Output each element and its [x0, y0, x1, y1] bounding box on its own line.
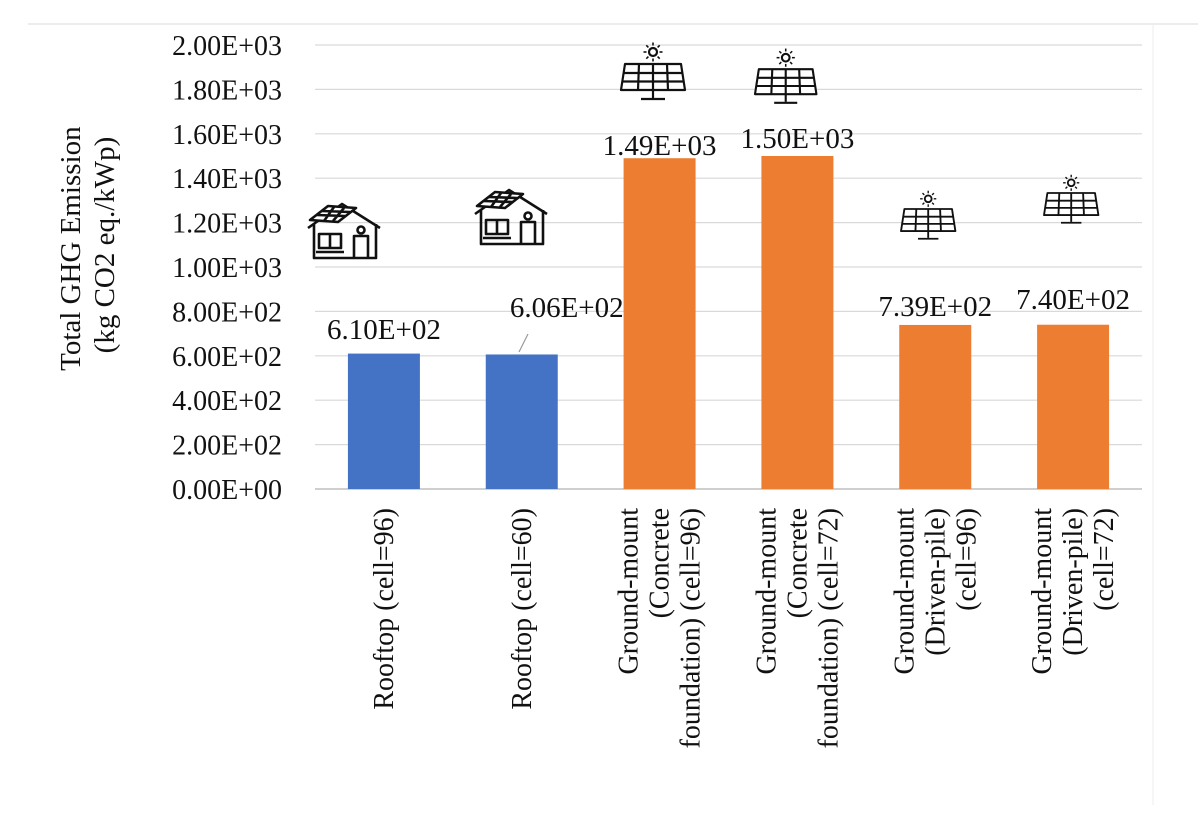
bar	[485, 354, 558, 489]
category-label-line: (cell=96)	[951, 508, 982, 611]
y-axis-title-line-1: Total GHG Emission	[55, 126, 87, 371]
category-label-line: Rooftop (cell=60)	[507, 508, 538, 710]
category-label: Ground-mount (Concrete foundation) (cell=9…	[614, 508, 707, 749]
category-label-line: (Concrete	[645, 508, 676, 618]
y-tick-label: 8.00E+02	[172, 297, 282, 328]
icons	[307, 42, 1100, 260]
y-tick-label: 0.00E+00	[172, 475, 282, 506]
y-tick-label: 1.00E+03	[172, 253, 282, 284]
data-label: 6.10E+02	[327, 314, 441, 346]
house-icon	[307, 202, 381, 260]
category-label-line: Ground-mount	[1027, 508, 1058, 675]
gridlines	[315, 44, 1142, 490]
y-tick-label: 6.00E+02	[172, 342, 282, 373]
category-label-line: Ground-mount	[751, 508, 782, 675]
y-tick-labels: 0.00E+00 2.00E+02 4.00E+02 6.00E+02 8.00E+02…	[172, 31, 282, 506]
bar	[623, 158, 696, 489]
category-label-line: foundation) (cell=96)	[676, 508, 707, 749]
y-axis-title: Total GHG Emission (kg CO2 eq./kWp)	[55, 119, 121, 371]
y-tick-label: 1.40E+03	[172, 164, 282, 195]
category-label-line: Ground-mount	[889, 508, 920, 675]
solar-panel-icon	[1043, 174, 1100, 224]
data-label: 7.40E+02	[1016, 284, 1130, 316]
category-label: Ground-mount (Concrete foundation) (cell=7…	[751, 508, 844, 749]
leader-lines	[518, 333, 529, 353]
y-tick-label: 1.60E+03	[172, 120, 282, 151]
category-label-line: Ground-mount	[614, 508, 645, 675]
data-label-leader-line	[518, 333, 529, 353]
category-label: Rooftop (cell=60)	[507, 508, 538, 710]
y-axis-title-line-2: (kg CO2 eq./kWp)	[89, 137, 121, 354]
category-label-line: (Concrete	[782, 508, 813, 618]
bar	[347, 353, 420, 489]
y-tick-label: 1.80E+03	[172, 75, 282, 106]
category-label-line: Rooftop (cell=96)	[369, 508, 400, 710]
category-label-line: (cell=72)	[1089, 508, 1120, 611]
data-label: 6.06E+02	[510, 292, 624, 324]
house-icon	[474, 188, 548, 246]
y-tick-label: 2.00E+02	[172, 431, 282, 462]
data-label: 1.50E+03	[741, 123, 855, 155]
y-tick-label: 2.00E+03	[172, 31, 282, 62]
y-tick-label: 1.20E+03	[172, 209, 282, 240]
category-label-line: foundation) (cell=72)	[813, 508, 844, 749]
bar	[761, 156, 834, 489]
category-label: Ground-mount (Driven-pile) (cell=96)	[889, 508, 982, 675]
category-label: Ground-mount (Driven-pile) (cell=72)	[1027, 508, 1120, 675]
category-labels: Rooftop (cell=96) Rooftop (cell=60) Ground…	[369, 508, 1120, 749]
data-label: 1.49E+03	[603, 130, 717, 162]
value-labels: 6.10E+02 6.06E+02 1.49E+03 1.50E+03 7.39E+02…	[327, 123, 1130, 346]
y-tick-label: 4.00E+02	[172, 386, 282, 417]
category-label-line: (Driven-pile)	[920, 508, 951, 656]
category-label-line: (Driven-pile)	[1058, 508, 1089, 656]
data-label: 7.39E+02	[878, 291, 992, 323]
bars	[347, 156, 1110, 489]
bar	[1037, 324, 1110, 489]
solar-panel-icon	[619, 42, 687, 101]
category-label: Rooftop (cell=96)	[369, 508, 400, 710]
bar	[899, 324, 972, 489]
solar-panel-icon	[900, 190, 957, 240]
solar-panel-icon	[753, 48, 818, 104]
